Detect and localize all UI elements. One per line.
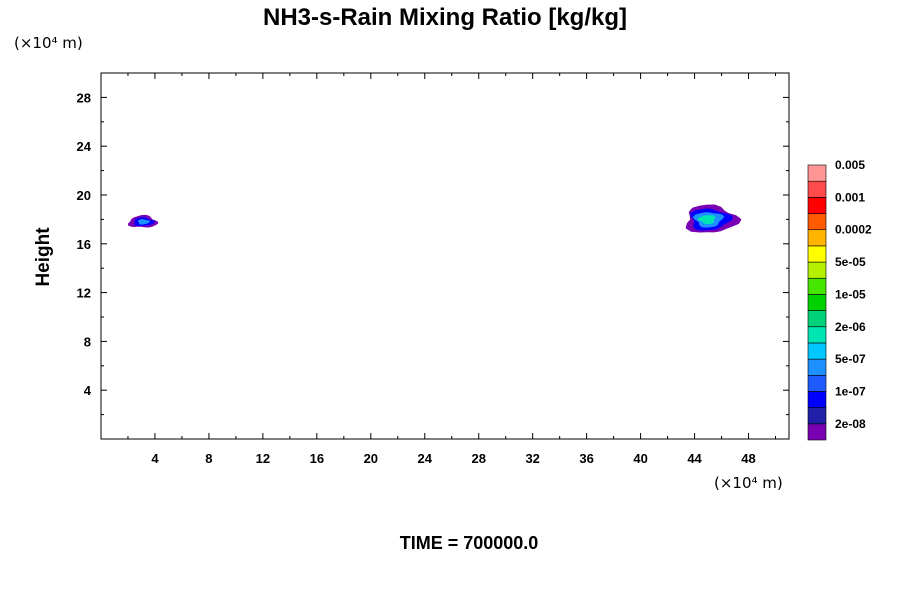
y-tick-label: 24 bbox=[77, 139, 92, 154]
x-tick-label: 16 bbox=[310, 451, 324, 466]
colorbar-swatch bbox=[807, 391, 827, 408]
colorbar-label: 2e-08 bbox=[835, 417, 866, 431]
x-tick-label: 24 bbox=[418, 451, 433, 466]
colorbar-swatch bbox=[807, 310, 827, 328]
x-axis-unit: (×10⁴ m) bbox=[714, 474, 783, 492]
colorbar: 2e-08 1e-07 5e-07 2e-06 1e-05 5e-05 0.0002 0.00… bbox=[807, 158, 872, 441]
colorbar-swatch bbox=[807, 245, 827, 263]
colorbar-swatch bbox=[807, 261, 827, 279]
contour-layer bbox=[127, 204, 742, 233]
x-tick-label: 8 bbox=[205, 451, 212, 466]
y-tick-label: 20 bbox=[77, 188, 91, 203]
time-label: TIME = 700000.0 bbox=[400, 533, 539, 553]
colorbar-swatch bbox=[807, 180, 827, 198]
colorbar-swatch bbox=[807, 229, 827, 247]
colorbar-swatch bbox=[807, 294, 827, 311]
x-tick-label: 44 bbox=[687, 451, 702, 466]
y-tick-label: 16 bbox=[77, 237, 91, 252]
colorbar-label: 0.005 bbox=[835, 158, 865, 172]
chart-title: NH3-s-Rain Mixing Ratio [kg/kg] bbox=[263, 4, 627, 31]
colorbar-swatch bbox=[807, 374, 827, 392]
x-tick-label: 48 bbox=[741, 451, 755, 466]
contour-level bbox=[697, 215, 716, 225]
y-tick-label: 4 bbox=[84, 383, 92, 398]
contour-level bbox=[137, 219, 151, 225]
plot-area bbox=[100, 72, 790, 440]
contour-region bbox=[685, 204, 742, 233]
colorbar-label: 5e-07 bbox=[835, 352, 866, 366]
colorbar-swatch bbox=[807, 277, 827, 295]
colorbar-swatch bbox=[807, 358, 827, 376]
x-tick-label: 40 bbox=[633, 451, 647, 466]
y-axis-unit: (×10⁴ m) bbox=[14, 34, 83, 52]
x-tick-label: 32 bbox=[525, 451, 539, 466]
contour-region bbox=[127, 214, 159, 228]
colorbar-label: 1e-05 bbox=[835, 287, 866, 301]
y-tick-label: 12 bbox=[77, 286, 91, 301]
x-tick-label: 20 bbox=[364, 451, 378, 466]
y-tick-label: 28 bbox=[77, 90, 91, 105]
colorbar-swatch bbox=[807, 326, 827, 344]
colorbar-label: 5e-05 bbox=[835, 255, 866, 269]
y-axis-title: Height bbox=[33, 227, 54, 287]
colorbar-swatch bbox=[807, 164, 827, 182]
x-tick-label: 4 bbox=[151, 451, 159, 466]
colorbar-label: 0.001 bbox=[835, 190, 865, 204]
colorbar-swatch bbox=[807, 213, 827, 231]
colorbar-swatch bbox=[807, 423, 827, 441]
colorbar-swatch bbox=[807, 407, 827, 425]
colorbar-label: 1e-07 bbox=[835, 384, 866, 398]
colorbar-label: 2e-06 bbox=[835, 320, 866, 334]
x-tick-label: 12 bbox=[256, 451, 270, 466]
colorbar-swatch bbox=[807, 197, 827, 214]
x-tick-label: 36 bbox=[579, 451, 593, 466]
colorbar-swatch bbox=[807, 342, 827, 360]
colorbar-label: 0.0002 bbox=[835, 223, 872, 237]
y-tick-label: 8 bbox=[84, 334, 91, 349]
x-tick-label: 28 bbox=[471, 451, 485, 466]
